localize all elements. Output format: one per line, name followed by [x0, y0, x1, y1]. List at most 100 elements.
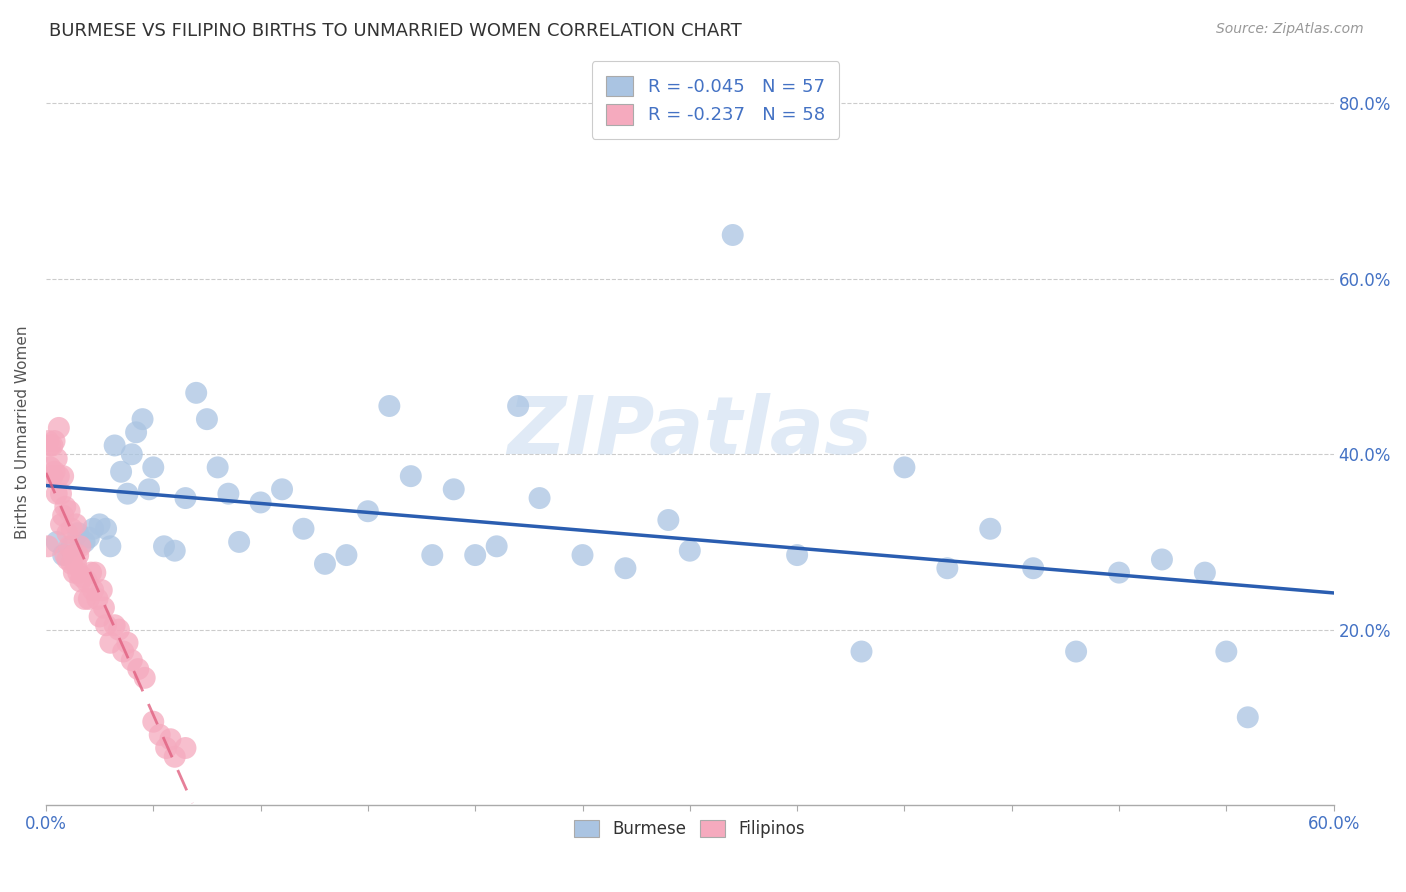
Point [786, 548, 808, 562]
Point [41, 469, 63, 483]
Point [65, 517, 87, 532]
Point [1150, 552, 1173, 566]
Point [399, 469, 422, 483]
Point [443, 483, 465, 497]
Point [112, 644, 135, 658]
Point [48, 421, 70, 435]
Point [45, 486, 67, 500]
Point [58, 504, 80, 518]
Point [1022, 561, 1045, 575]
Point [138, 483, 160, 497]
Point [174, 741, 197, 756]
Point [94, 522, 117, 536]
Point [90, 583, 112, 598]
Point [89, 609, 111, 624]
Point [86, 591, 108, 606]
Legend: Burmese, Filipinos: Burmese, Filipinos [568, 814, 811, 845]
Point [67, 548, 90, 562]
Point [249, 495, 271, 509]
Point [69, 539, 91, 553]
Point [614, 561, 637, 575]
Point [45, 535, 67, 549]
Point [52, 548, 75, 562]
Point [1064, 644, 1087, 658]
Point [60, 539, 83, 553]
Point [110, 465, 132, 479]
Point [77, 591, 100, 606]
Point [125, 425, 148, 440]
Point [314, 557, 336, 571]
Point [936, 561, 959, 575]
Point [893, 460, 915, 475]
Point [142, 460, 165, 475]
Point [979, 522, 1001, 536]
Point [104, 438, 127, 452]
Point [121, 447, 143, 461]
Point [117, 636, 139, 650]
Point [186, 385, 208, 400]
Point [108, 623, 131, 637]
Y-axis label: Births to Unmarried Women: Births to Unmarried Women [15, 326, 30, 539]
Point [44, 434, 66, 448]
Point [56, 526, 79, 541]
Point [721, 227, 744, 242]
Point [58, 539, 80, 553]
Point [163, 749, 186, 764]
Text: ZIPatlas: ZIPatlas [508, 393, 872, 471]
Point [134, 671, 156, 685]
Point [149, 728, 172, 742]
Point [41, 438, 63, 452]
Point [60, 522, 83, 536]
Point [63, 548, 86, 562]
Point [98, 539, 121, 553]
Point [63, 566, 86, 580]
Point [60, 557, 83, 571]
Point [657, 513, 679, 527]
Point [37, 539, 59, 553]
Point [1215, 644, 1237, 658]
Point [52, 508, 75, 523]
Point [37, 434, 59, 448]
Point [153, 539, 176, 553]
Point [77, 531, 100, 545]
Point [72, 570, 94, 584]
Point [82, 583, 104, 598]
Point [98, 636, 121, 650]
Point [52, 469, 75, 483]
Point [56, 552, 79, 566]
Point [292, 522, 315, 536]
Point [271, 483, 294, 497]
Point [76, 574, 98, 589]
Point [89, 517, 111, 532]
Point [49, 486, 72, 500]
Point [73, 535, 96, 549]
Text: Source: ZipAtlas.com: Source: ZipAtlas.com [1216, 22, 1364, 37]
Point [117, 486, 139, 500]
Point [142, 714, 165, 729]
Point [127, 662, 149, 676]
Point [529, 491, 551, 505]
Point [508, 399, 530, 413]
Point [420, 548, 443, 562]
Text: BURMESE VS FILIPINO BIRTHS TO UNMARRIED WOMEN CORRELATION CHART: BURMESE VS FILIPINO BIRTHS TO UNMARRIED … [49, 22, 742, 40]
Point [485, 539, 508, 553]
Point [94, 618, 117, 632]
Point [53, 500, 76, 514]
Point [48, 469, 70, 483]
Point [163, 543, 186, 558]
Point [679, 543, 702, 558]
Point [44, 465, 66, 479]
Point [217, 486, 239, 500]
Point [82, 522, 104, 536]
Point [851, 644, 873, 658]
Point [121, 653, 143, 667]
Point [93, 600, 115, 615]
Point [73, 591, 96, 606]
Point [464, 548, 486, 562]
Point [67, 566, 90, 580]
Point [1194, 566, 1216, 580]
Point [84, 566, 107, 580]
Point [69, 574, 91, 589]
Point [159, 732, 181, 747]
Point [39, 460, 62, 475]
